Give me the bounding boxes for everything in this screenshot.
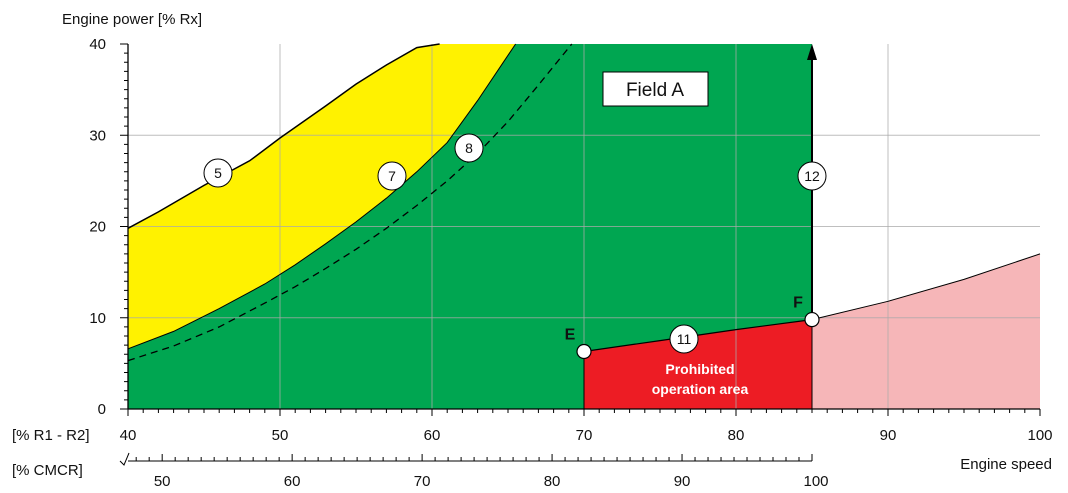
curve-label-5: 5 — [214, 165, 222, 181]
cmcr-axis-break — [119, 452, 130, 466]
field-a-box — [602, 71, 709, 107]
x-tick-label: 60 — [424, 427, 441, 444]
x-axis-title: Engine speed — [960, 456, 1052, 473]
prohibited-region — [584, 319, 812, 409]
y-tick-label: 20 — [89, 219, 106, 236]
x-tick-label: 50 — [272, 427, 289, 444]
curve-label-circle-11 — [669, 324, 699, 354]
curve-11 — [583, 319, 813, 353]
curve-label-circle-12 — [797, 161, 827, 191]
curve-label-12: 12 — [804, 168, 820, 184]
x-tick-label: 100 — [1027, 427, 1052, 444]
x-unit-label: [% R1 - R2] — [12, 427, 90, 444]
prohibited-label-line2: operation area — [652, 381, 749, 397]
cmcr-tick-label: 60 — [284, 473, 301, 490]
pink-upper-curve — [811, 253, 1041, 321]
cmcr-tick-label: 70 — [414, 473, 431, 490]
y-axis-title: Engine power [% Rx] — [62, 11, 202, 28]
point-label-F: F — [793, 295, 803, 312]
y-tick-label: 10 — [89, 310, 106, 327]
cmcr-tick-label: 80 — [544, 473, 561, 490]
y-tick-label: 40 — [89, 36, 106, 53]
x-tick-label: 90 — [880, 427, 897, 444]
x-tick-label: 80 — [728, 427, 745, 444]
x-tick-label: 40 — [120, 427, 137, 444]
curve-label-8: 8 — [465, 140, 473, 156]
curve-8 — [127, 43, 573, 362]
curve-label-circle-8 — [454, 133, 484, 163]
cmcr-tick-label: 50 — [154, 473, 171, 490]
point-label-E: E — [565, 327, 576, 344]
curve-label-circle-5 — [203, 158, 233, 188]
prohibited-label-line1: Prohibited — [665, 361, 734, 377]
cmcr-unit-label: [% CMCR] — [12, 462, 83, 479]
y-tick-label: 0 — [98, 401, 106, 418]
pink-region — [812, 253, 1040, 409]
cmcr-tick-label: 100 — [803, 473, 828, 490]
y-tick-label: 30 — [89, 127, 106, 144]
x-tick-label: 70 — [576, 427, 593, 444]
point-F — [804, 311, 820, 328]
line-12-arrowhead — [807, 44, 817, 60]
curve-label-11: 11 — [677, 331, 692, 347]
curve-label-circle-7 — [377, 161, 407, 191]
curve-7 — [127, 43, 517, 350]
curve-label-7: 7 — [388, 168, 396, 184]
cmcr-tick-label: 90 — [674, 473, 691, 490]
field-a-label: Field A — [626, 80, 684, 101]
yellow-region — [128, 44, 516, 349]
point-E — [576, 343, 592, 360]
curve-5 — [127, 43, 440, 229]
